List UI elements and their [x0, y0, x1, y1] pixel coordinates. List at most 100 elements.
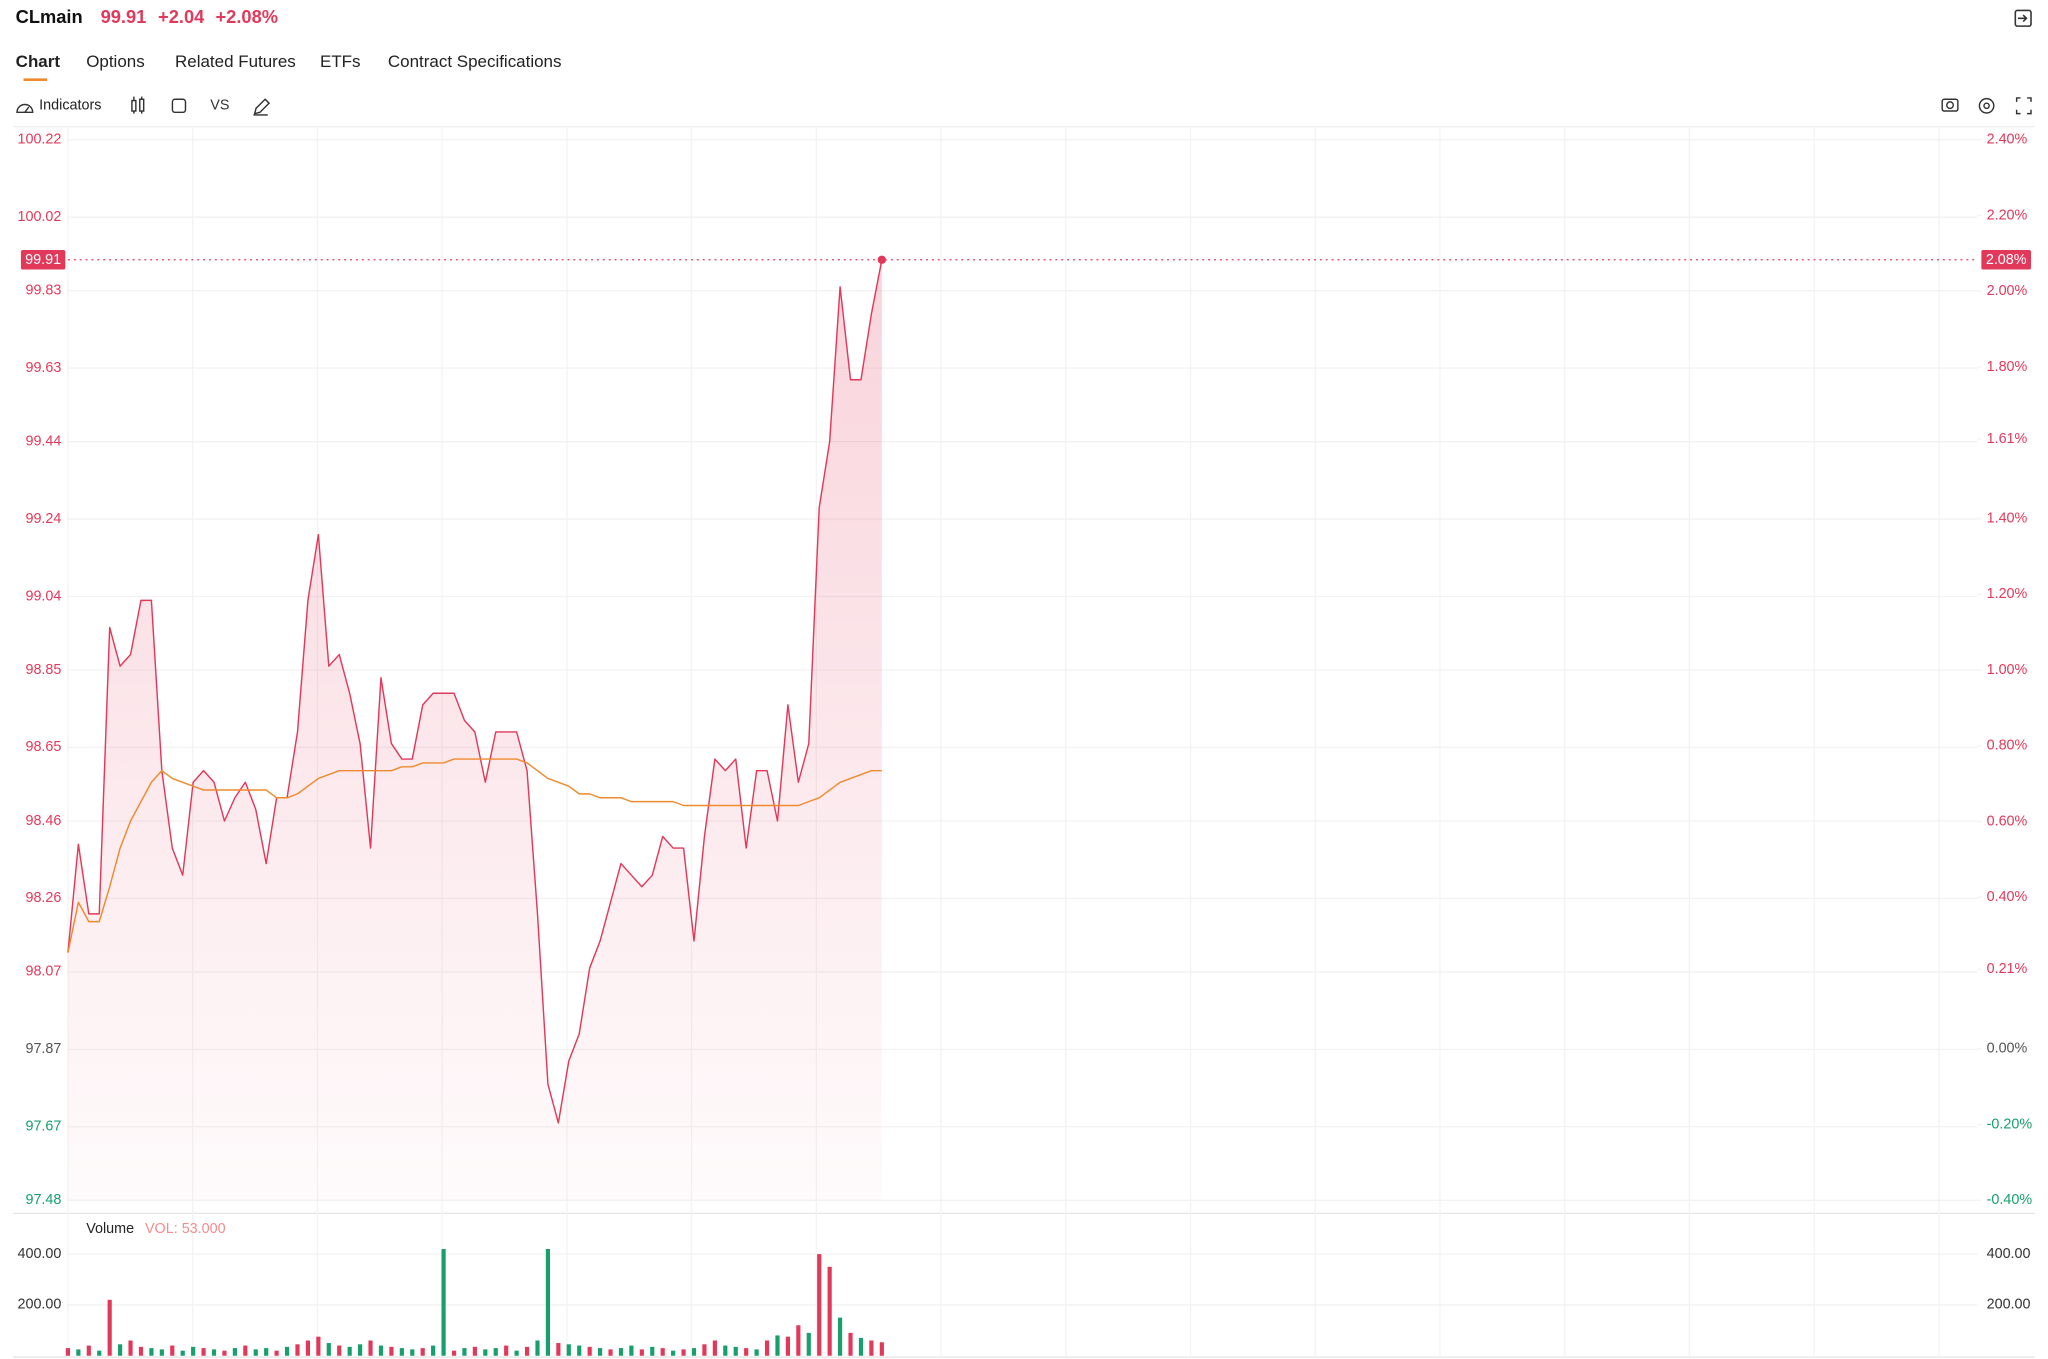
- volume-bar: [97, 1350, 102, 1356]
- volume-bar: [754, 1349, 759, 1356]
- indicators-button[interactable]: Indicators: [39, 98, 101, 114]
- volume-bar: [514, 1350, 519, 1356]
- compare-button[interactable]: VS: [210, 98, 229, 114]
- volume-bar: [858, 1337, 864, 1356]
- volume-bar: [764, 1340, 770, 1356]
- volume-value: VOL: 53.000: [145, 1221, 226, 1237]
- volume-bar: [410, 1349, 415, 1356]
- volume-bar: [76, 1349, 81, 1356]
- volume-bar: [483, 1349, 488, 1356]
- price-badge: [20, 249, 66, 270]
- y2-tick-label: 2.40%: [1987, 132, 2028, 148]
- candle-icon[interactable]: [131, 96, 145, 114]
- draw-icon[interactable]: [253, 98, 271, 116]
- volume-bar: [608, 1349, 613, 1356]
- tab[interactable]: ETFs: [320, 52, 361, 71]
- tab[interactable]: Related Futures: [175, 52, 296, 71]
- volume-bar: [524, 1346, 530, 1356]
- volume-bar: [504, 1345, 509, 1356]
- price-pane: 100.22 100.02 99.83 99.63 99.44 99.24 99.04 98.…: [17, 132, 2032, 1209]
- volume-bar: [723, 1345, 728, 1356]
- tab[interactable]: Contract Specifications: [388, 52, 562, 71]
- volume-bar: [86, 1345, 91, 1356]
- volume-bar: [462, 1348, 467, 1356]
- volume-bar: [660, 1348, 665, 1356]
- volume-bar: [316, 1336, 321, 1356]
- volume-bar: [744, 1348, 749, 1356]
- y2-tick-label: 0.80%: [1987, 738, 2028, 754]
- volume-bar: [712, 1340, 717, 1356]
- y-tick-label: 99.83: [25, 283, 61, 299]
- screenshot-icon[interactable]: [1941, 98, 1959, 112]
- volume-bar: [118, 1344, 123, 1356]
- volume-bar: [650, 1346, 655, 1356]
- volume-bar: [566, 1344, 571, 1356]
- volume-bar: [107, 1299, 112, 1356]
- volume-bar: [733, 1346, 738, 1356]
- y-tick-label: 99.44: [25, 433, 61, 449]
- volume-bar: [629, 1345, 634, 1356]
- exit-icon[interactable]: [2014, 9, 2032, 27]
- volume-bar: [274, 1350, 279, 1356]
- volume-bar: [451, 1350, 457, 1356]
- volume-bar: [587, 1346, 592, 1356]
- volume-bar: [837, 1317, 843, 1356]
- volume-bar: [232, 1348, 237, 1356]
- volume-bar: [284, 1346, 290, 1356]
- last-price-dot: [877, 255, 887, 264]
- volume-bar: [785, 1336, 791, 1356]
- volume-bar: [869, 1340, 874, 1356]
- volume-bar: [337, 1345, 342, 1356]
- volume-tick-label: 400.00: [17, 1246, 61, 1262]
- volume-bar: [441, 1249, 446, 1356]
- price-line: [67, 259, 883, 1124]
- y2-tick-label: -0.20%: [1987, 1116, 2033, 1132]
- indicators-icon[interactable]: [16, 103, 34, 114]
- symbol: CLmain: [16, 6, 83, 27]
- shape-icon[interactable]: [171, 98, 187, 114]
- volume-bar: [806, 1332, 811, 1356]
- y2-tick-label: 1.40%: [1987, 510, 2028, 526]
- volume-bar: [545, 1249, 551, 1356]
- price: 99.91: [101, 6, 147, 27]
- y2-tick-label: 1.61%: [1987, 431, 2028, 447]
- volume-tick-label: 200.00: [1987, 1297, 2031, 1313]
- volume-bar: [691, 1348, 697, 1356]
- volume-bar: [399, 1348, 404, 1356]
- volume-bar: [472, 1346, 477, 1356]
- y-tick-label: 100.02: [17, 209, 61, 225]
- volume-bar: [65, 1348, 71, 1356]
- price-badge-text: 99.91: [25, 252, 61, 268]
- y-tick-label: 97.87: [25, 1041, 61, 1057]
- volume-bar: [191, 1346, 196, 1356]
- volume-bar: [639, 1349, 644, 1356]
- volume-bar: [149, 1348, 154, 1356]
- settings-icon[interactable]: [1978, 97, 1995, 114]
- y-tick-label: 99.04: [25, 588, 61, 604]
- y2-tick-label: 0.40%: [1987, 889, 2028, 905]
- y-tick-label: 99.24: [25, 511, 61, 527]
- fullscreen-icon[interactable]: [2015, 97, 2032, 115]
- tab-underline: [23, 78, 48, 81]
- y-tick-label: 97.48: [25, 1192, 61, 1208]
- y-tick-label: 98.46: [25, 813, 61, 829]
- volume-bar: [796, 1325, 801, 1356]
- volume-bar: [556, 1343, 561, 1356]
- volume-bar: [170, 1345, 175, 1356]
- tab[interactable]: Options: [86, 52, 144, 71]
- pct-badge: [1981, 249, 2032, 270]
- volume-bar: [264, 1348, 269, 1356]
- y-tick-label: 100.22: [17, 132, 61, 148]
- y2-tick-label: 2.20%: [1987, 207, 2028, 223]
- average-line: [67, 758, 882, 953]
- volume-bar: [211, 1349, 217, 1356]
- y-tick-label: 98.65: [25, 739, 61, 755]
- volume-bar: [577, 1345, 582, 1356]
- volume-bar: [775, 1335, 780, 1356]
- y2-tick-label: 0.60%: [1987, 813, 2028, 829]
- volume-bar: [420, 1348, 425, 1356]
- volume-bar: [180, 1350, 185, 1356]
- tab[interactable]: Chart: [16, 52, 61, 71]
